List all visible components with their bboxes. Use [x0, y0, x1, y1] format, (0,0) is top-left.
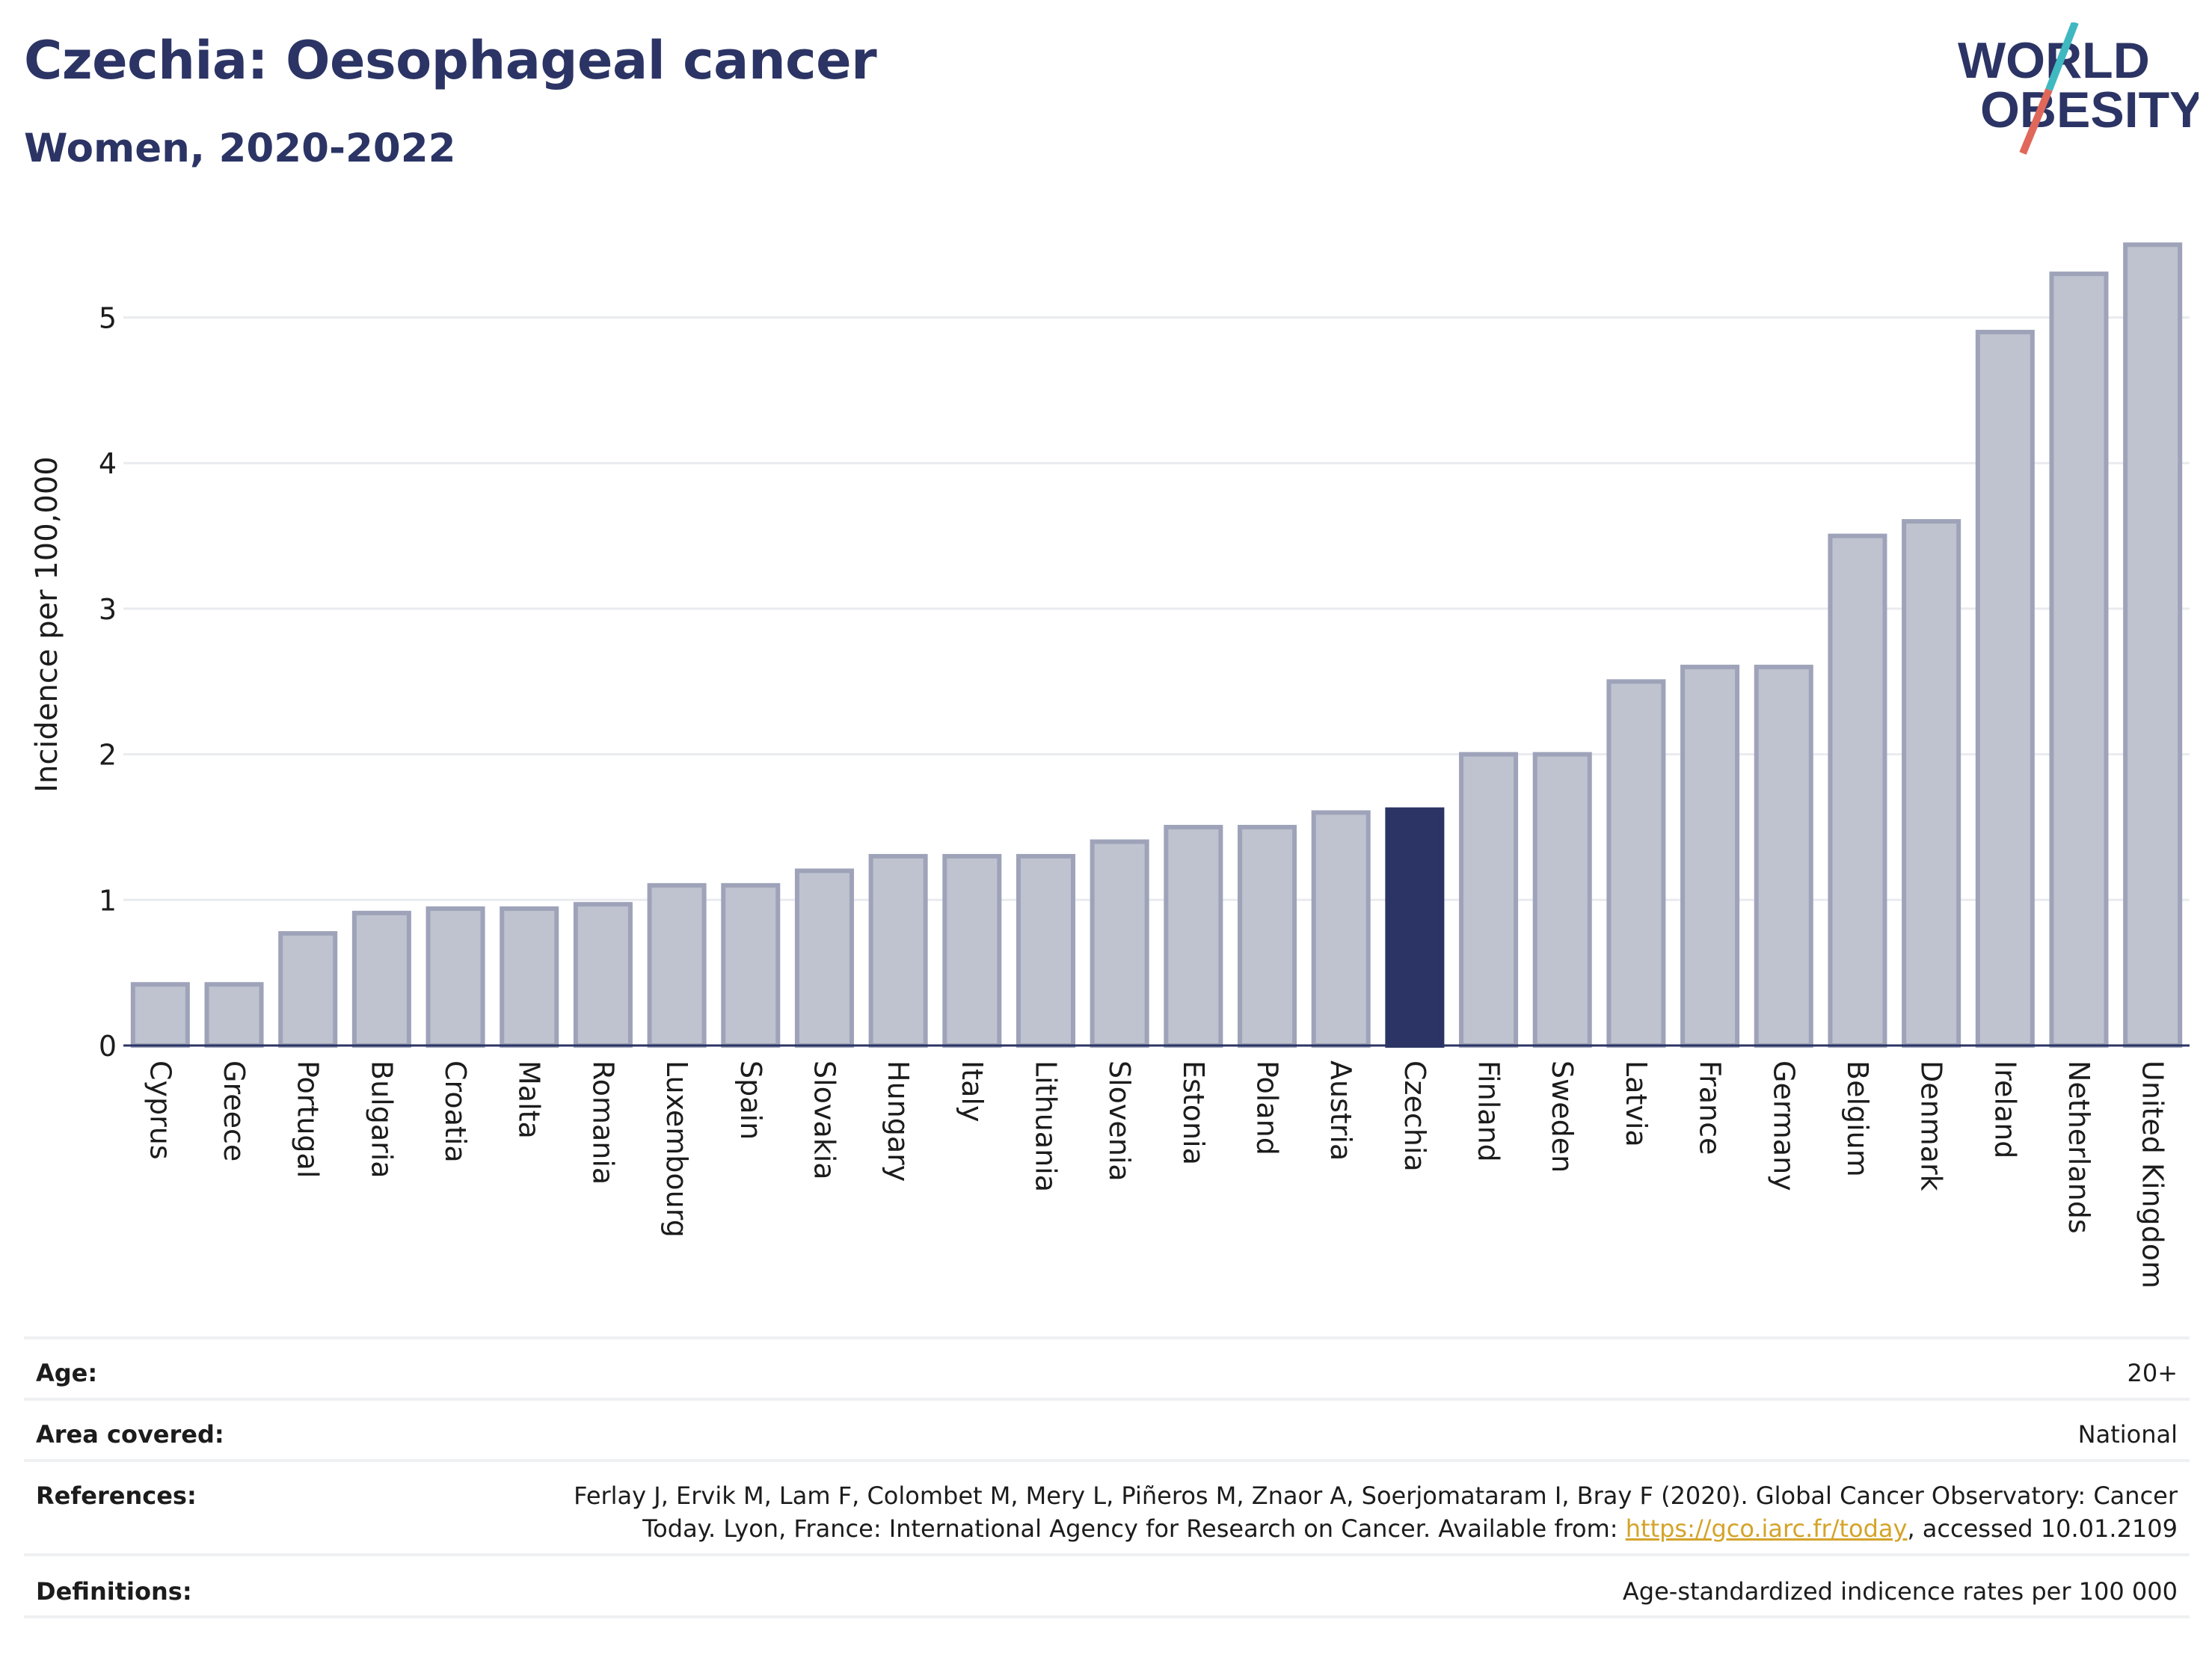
meta-row-definitions: Definitions: Age-standardized indicence …	[24, 1553, 2190, 1618]
y-tick-label: 4	[99, 447, 117, 480]
bar-hungary	[868, 853, 928, 1048]
logo-slash-red	[2019, 88, 2053, 155]
bar-slovakia	[794, 868, 854, 1048]
y-tick-label: 1	[99, 884, 117, 917]
x-tick-label: Luxembourg	[660, 1060, 693, 1238]
x-tick-label: Denmark	[1915, 1060, 1948, 1191]
bar-romania	[573, 902, 633, 1048]
x-tick-label: Germany	[1767, 1060, 1800, 1191]
bar-finland	[1459, 752, 1519, 1048]
bar-united-kingdom	[2123, 242, 2183, 1048]
x-tick-label: Croatia	[439, 1060, 472, 1163]
x-tick-label: Spain	[734, 1060, 767, 1140]
x-tick-label: Latvia	[1620, 1060, 1653, 1147]
x-tick-label: Finland	[1472, 1060, 1505, 1162]
y-tick-label: 5	[99, 302, 117, 335]
bar-ireland	[1975, 330, 2035, 1048]
bar-lithuania	[1016, 853, 1075, 1048]
logo-slash-teal	[2045, 22, 2079, 91]
x-tick-label: Slovakia	[808, 1060, 841, 1180]
area-label: Area covered:	[36, 1420, 224, 1449]
bar-malta	[500, 906, 559, 1048]
bar-estonia	[1164, 824, 1223, 1048]
x-tick-label: Austria	[1324, 1060, 1357, 1161]
bar-latvia	[1606, 679, 1666, 1048]
x-tick-label: Netherlands	[2062, 1060, 2095, 1234]
bar-italy	[942, 853, 1002, 1048]
x-tick-label: Lithuania	[1029, 1060, 1062, 1192]
bar-sweden	[1532, 752, 1592, 1048]
references-line1: Ferlay J, Ervik M, Lam F, Colombet M, Me…	[574, 1481, 2178, 1510]
bar-slovenia	[1090, 839, 1149, 1048]
x-tick-label: Malta	[513, 1060, 546, 1139]
meta-row-age: Age: 20+	[24, 1336, 2190, 1399]
definitions-label: Definitions:	[36, 1577, 192, 1606]
bar-czechia	[1385, 807, 1445, 1048]
area-value: National	[2077, 1420, 2178, 1449]
references-line2: Today. Lyon, France: International Agenc…	[642, 1514, 2178, 1543]
meta-row-references: References: Ferlay J, Ervik M, Lam F, Co…	[24, 1459, 2190, 1555]
bar-cyprus	[130, 982, 190, 1048]
references-line2-end: , accessed 10.01.2109	[1907, 1514, 2178, 1543]
x-tick-label: Estonia	[1177, 1060, 1210, 1165]
x-tick-label: Poland	[1251, 1060, 1284, 1155]
x-tick-label: France	[1694, 1060, 1727, 1155]
bar-chart: 0 1 2 3 4 5 Cyprus Greece Portugal Bulgaria Croat…	[30, 242, 2190, 1289]
x-axis-labels: Cyprus Greece Portugal Bulgaria Croatia Malta…	[144, 1060, 2169, 1289]
x-tick-label: Portugal	[292, 1060, 325, 1178]
bar-france	[1680, 664, 1740, 1048]
x-tick-label: Cyprus	[144, 1060, 176, 1160]
bar-poland	[1238, 824, 1297, 1048]
meta-row-area: Area covered: National	[24, 1398, 2190, 1461]
bar-luxembourg	[647, 882, 707, 1048]
x-tick-label: Slovenia	[1103, 1060, 1136, 1182]
bar-bulgaria	[351, 910, 411, 1048]
y-axis-label: Incidence per 100,000	[30, 456, 64, 793]
x-tick-label: Belgium	[1841, 1060, 1874, 1177]
logo-line2: OBESITY	[1980, 82, 2199, 138]
y-tick-label: 0	[99, 1030, 117, 1063]
x-tick-label: Ireland	[1988, 1060, 2021, 1158]
references-label: References:	[36, 1481, 197, 1510]
bar-spain	[721, 882, 781, 1048]
x-tick-label: Sweden	[1546, 1060, 1579, 1173]
x-tick-label: Bulgaria	[365, 1060, 398, 1179]
world-obesity-logo: WORLD OBESITY	[1958, 22, 2199, 155]
bar-germany	[1754, 664, 1813, 1048]
x-tick-label: United Kingdom	[2136, 1060, 2169, 1289]
references-line2-text: Today. Lyon, France: International Agenc…	[642, 1514, 1626, 1543]
y-axis-ticks: 0 1 2 3 4 5	[99, 302, 117, 1063]
x-tick-label: Greece	[218, 1060, 251, 1161]
bar-belgium	[1828, 533, 1887, 1048]
definitions-value: Age-standardized indicence rates per 100…	[1622, 1577, 2178, 1606]
age-label: Age:	[36, 1359, 98, 1387]
bar-netherlands	[2049, 271, 2109, 1048]
bar-austria	[1311, 810, 1371, 1048]
bar-greece	[204, 982, 264, 1048]
bar-portugal	[278, 931, 338, 1048]
bars	[130, 242, 2183, 1048]
bar-croatia	[425, 906, 485, 1048]
x-tick-label: Italy	[956, 1060, 989, 1122]
references-link[interactable]: https://gco.iarc.fr/today	[1625, 1514, 1908, 1543]
age-value: 20+	[2127, 1359, 2178, 1387]
chart-subtitle: Women, 2020-2022	[24, 126, 456, 171]
x-tick-label: Czechia	[1398, 1060, 1431, 1172]
chart-title: Czechia: Oesophageal cancer	[24, 30, 877, 91]
bar-denmark	[1902, 519, 1961, 1048]
x-tick-label: Hungary	[882, 1060, 915, 1182]
y-tick-label: 2	[99, 739, 117, 772]
y-tick-label: 3	[99, 593, 117, 626]
meta-bottom-border	[24, 1615, 2190, 1618]
x-tick-label: Romania	[586, 1060, 619, 1185]
